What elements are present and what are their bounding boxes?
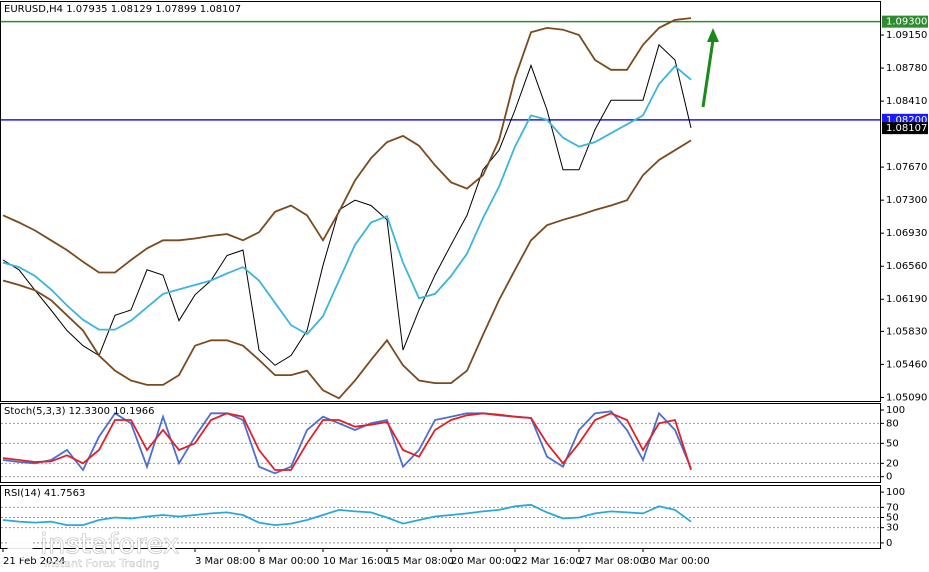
chart-title: EURUSD,H4 1.07935 1.08129 1.07899 1.0810… [4,4,241,15]
plot-area: 1.09150 1.08780 1.08410 1.07670 1.07300 1.069… [1,15,928,567]
y-tick-label: 0 [886,538,892,549]
y-tick-label: 1.08780 [886,63,927,74]
level-label: 1.09300 [886,17,927,28]
logo-text: instaforex [40,527,179,560]
y-tick-label: 1.07300 [886,195,927,206]
y-tick-label: 1.06190 [886,294,927,305]
x-tick-label: 21 Feb 2024 [3,556,65,567]
arrow [701,39,715,108]
level-tag [882,15,928,28]
series-line [2,503,692,527]
x-tick-label: 15 Mar 08:00 [387,556,454,567]
y-tick-label: 1.08410 [886,96,927,107]
x-tick-label: 8 Mar 00:00 [259,556,319,567]
y-tick-label: 1.05830 [886,326,927,337]
series-line [2,139,692,400]
logo-tagline: Instant Forex Trading [44,557,160,570]
y-tick-label: 1.05460 [886,359,927,370]
price-panel [0,1,881,402]
series-line [2,412,692,471]
x-tick-label: 27 Mar 08:00 [579,556,646,567]
y-tick-label: 1.09150 [886,30,927,41]
y-tick-label: 1.06560 [886,261,927,272]
x-tick-label: 22 Mar 16:00 [515,556,582,567]
stoch-title: Stoch(5,3,3) 12.3300 10.1966 [4,406,155,417]
logo-icon [7,532,33,558]
arrow-head [707,28,719,42]
x-tick-label: 10 Mar 16:00 [323,556,390,567]
series-line [2,17,692,274]
logo: instaforex Instant Forex Trading [7,527,180,570]
rsi-title: RSI(14) 41.7563 [4,488,85,499]
price-tag [882,122,928,135]
y-tick-label: 20 [886,458,899,469]
x-tick-label: 3 Mar 08:00 [195,556,255,567]
y-tick-label: 50 [886,513,899,524]
y-tick-label: 0 [886,472,892,483]
price-label: 1.08107 [886,123,927,134]
x-tick-label: 20 Mar 00:00 [451,556,518,567]
y-tick-label: 100 [886,487,905,498]
y-tick-label: 1.06930 [886,228,927,239]
y-tick-label: 100 [886,405,905,416]
y-tick-label: 30 [886,523,899,534]
y-tick-label: 50 [886,438,899,449]
series-line [2,43,692,366]
series-line [2,410,692,475]
y-tick-label: 70 [886,502,899,513]
level-label: 1.08200 [886,115,927,126]
y-tick-label: 1.07670 [886,162,927,173]
y-tick-label: 1.05090 [886,392,927,403]
series-line [2,65,692,336]
y-tick-label: 80 [886,418,899,429]
x-tick-label: 30 Mar 00:00 [643,556,710,567]
